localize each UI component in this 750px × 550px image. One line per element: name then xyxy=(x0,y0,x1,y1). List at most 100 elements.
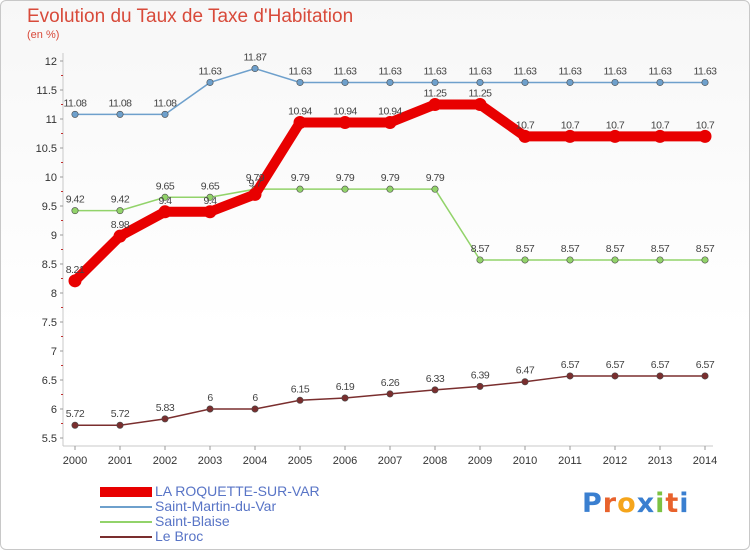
series-layer xyxy=(68,65,712,429)
data-label: 11.63 xyxy=(334,65,358,77)
y-tick-label: 5.5 xyxy=(42,433,57,445)
data-point xyxy=(206,78,214,86)
data-label: 6.26 xyxy=(381,377,400,389)
data-point xyxy=(206,193,214,201)
data-label: 9.4 xyxy=(158,195,172,207)
data-point xyxy=(566,372,574,380)
legend: LA ROQUETTE-SUR-VAR Saint-Martin-du-Var … xyxy=(100,483,360,544)
data-point xyxy=(296,185,304,193)
data-label: 6 xyxy=(207,392,213,404)
data-label: 9.4 xyxy=(203,195,217,207)
y-tick-label: 11.5 xyxy=(36,85,57,97)
data-label: 11.63 xyxy=(694,65,718,77)
data-label: 9.65 xyxy=(156,180,175,192)
data-label: 11.63 xyxy=(469,65,493,77)
legend-item: Saint-Blaise xyxy=(100,513,360,529)
x-tick-label: 2012 xyxy=(603,455,627,467)
data-point xyxy=(698,129,712,143)
y-tick-label: 6.5 xyxy=(42,375,57,387)
data-label: 9.79 xyxy=(291,172,310,184)
data-label: 9.79 xyxy=(336,172,355,184)
data-label: 11.25 xyxy=(424,88,448,100)
data-label: 9.42 xyxy=(66,194,85,206)
x-tick-label: 2000 xyxy=(63,455,87,467)
data-label: 6.15 xyxy=(291,383,310,395)
data-label: 9.79 xyxy=(246,172,265,184)
data-label: 9.65 xyxy=(201,180,220,192)
data-label: 10.94 xyxy=(333,105,357,117)
legend-swatch-le-broc xyxy=(100,536,152,538)
data-label: 11.08 xyxy=(154,97,178,109)
data-point xyxy=(251,405,259,413)
chart-title: Evolution du Taux de Taxe d'Habitation xyxy=(27,6,354,27)
y-tick-label: 6 xyxy=(51,404,57,416)
data-label: 11.63 xyxy=(424,65,448,77)
y-tick-label: 10 xyxy=(45,172,57,184)
x-tick-label: 2011 xyxy=(558,455,582,467)
data-point xyxy=(611,372,619,380)
data-point xyxy=(158,205,172,219)
data-labels-layer: 5.72 5.72 5.83 6 6 6.15 6.19 6.26 6.33 6.39 6.47 6.… xyxy=(64,52,718,421)
data-point xyxy=(656,78,664,86)
data-point xyxy=(296,78,304,86)
data-point xyxy=(701,78,709,86)
y-tick-label: 7.5 xyxy=(42,317,57,329)
legend-item: LA ROQUETTE-SUR-VAR xyxy=(100,483,360,499)
logo-letter: t xyxy=(665,488,680,519)
data-label: 10.94 xyxy=(378,105,402,117)
x-tick-label: 2008 xyxy=(423,455,447,467)
data-label: 8.57 xyxy=(606,243,625,255)
x-tick-label: 2001 xyxy=(108,455,132,467)
data-label: 8.98 xyxy=(111,219,130,231)
legend-item: Saint-Martin-du-Var xyxy=(100,498,360,514)
data-label: 5.72 xyxy=(111,408,130,420)
data-label: 5.72 xyxy=(66,408,85,420)
data-point xyxy=(701,372,709,380)
data-label: 8.57 xyxy=(561,243,580,255)
data-label: 8.57 xyxy=(471,243,490,255)
data-label: 6.57 xyxy=(606,359,625,371)
data-point xyxy=(653,129,667,143)
data-label: 11.63 xyxy=(649,65,673,77)
data-label: 5.83 xyxy=(156,402,175,414)
data-label: 9.7 xyxy=(248,177,262,189)
data-point xyxy=(251,65,259,73)
logo-letter: i xyxy=(655,488,666,519)
logo-letter: r xyxy=(602,488,618,519)
data-label: 11.63 xyxy=(604,65,628,77)
data-label: 10.7 xyxy=(696,119,715,131)
data-label: 6.57 xyxy=(696,359,715,371)
data-point xyxy=(161,110,169,118)
data-label: 8.57 xyxy=(651,243,670,255)
data-point xyxy=(656,372,664,380)
logo-letter: P xyxy=(582,488,603,519)
data-label: 11.08 xyxy=(64,97,88,109)
y-tick-label: 8 xyxy=(51,288,57,300)
data-label: 9.79 xyxy=(426,172,445,184)
data-point xyxy=(341,394,349,402)
data-point xyxy=(521,256,529,264)
y-tick-label: 12 xyxy=(45,56,57,68)
data-label: 8.21 xyxy=(66,264,85,276)
data-point xyxy=(563,129,577,143)
legend-label-le-broc: Le Broc xyxy=(155,528,204,544)
data-label: 11.63 xyxy=(199,65,223,77)
data-label: 9.79 xyxy=(381,172,400,184)
data-point xyxy=(71,421,79,429)
data-point xyxy=(161,415,169,423)
data-label: 8.57 xyxy=(696,243,715,255)
data-label: 10.7 xyxy=(651,119,670,131)
data-point xyxy=(383,115,397,129)
data-point xyxy=(518,129,532,143)
data-label: 11.63 xyxy=(559,65,583,77)
data-point xyxy=(386,390,394,398)
x-tick-label: 2013 xyxy=(648,455,672,467)
x-tick-label: 2005 xyxy=(288,455,312,467)
x-tick-label: 2010 xyxy=(513,455,537,467)
x-tick-label: 2014 xyxy=(693,455,717,467)
legend-label-saint-martin: Saint-Martin-du-Var xyxy=(155,498,277,514)
data-label: 6.57 xyxy=(561,359,580,371)
